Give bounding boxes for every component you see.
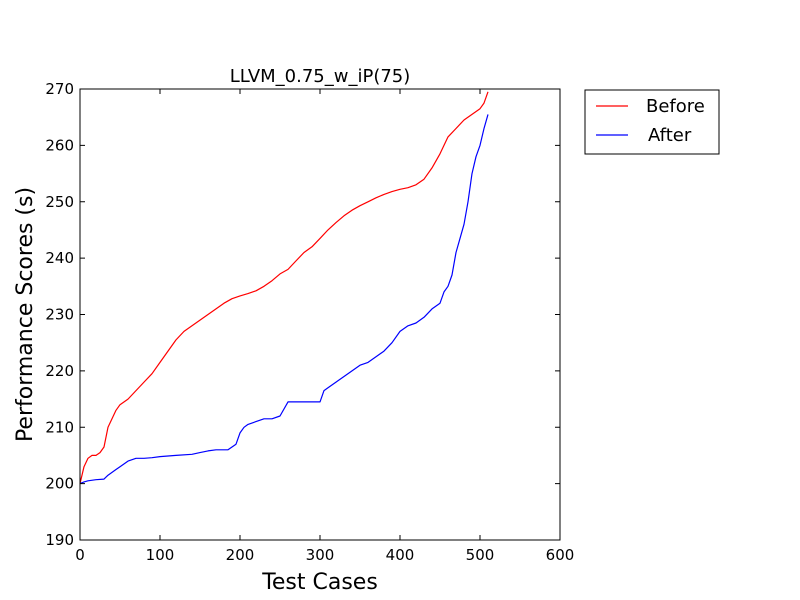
series-line-after	[79, 114, 489, 485]
plot-area	[80, 89, 560, 540]
x-tick-label: 200	[226, 546, 255, 564]
y-tick-label: 240	[45, 249, 74, 267]
y-tick-label: 270	[45, 80, 74, 98]
legend: Before After	[584, 89, 720, 155]
x-tick-label: 400	[386, 546, 415, 564]
x-tick-label: 100	[146, 546, 175, 564]
y-tick-label: 200	[45, 475, 74, 493]
y-tick-label: 210	[45, 418, 74, 436]
y-tick-label: 190	[45, 531, 74, 549]
y-tick-label: 230	[45, 306, 74, 324]
x-axis-label: Test Cases	[261, 570, 378, 595]
x-tick-label: 0	[75, 546, 85, 564]
y-tick-label: 220	[45, 362, 74, 380]
y-axis-label: Performance Scores (s)	[13, 187, 38, 442]
chart-title: LLVM_0.75_w_iP(75)	[230, 66, 411, 87]
x-axis: 0 100 200 300 400 500 600	[75, 89, 574, 564]
legend-label-after: After	[648, 125, 692, 146]
series-layer	[79, 91, 489, 485]
legend-box	[584, 89, 720, 155]
x-tick-label: 300	[306, 546, 335, 564]
y-tick-label: 260	[45, 136, 74, 154]
x-tick-label: 600	[546, 546, 575, 564]
legend-label-before: Before	[646, 96, 705, 117]
x-tick-label: 500	[466, 546, 495, 564]
y-axis: 190 200 210 220 230 240 250 260 270	[45, 80, 560, 549]
series-line-before	[79, 91, 489, 484]
y-tick-label: 250	[45, 193, 74, 211]
